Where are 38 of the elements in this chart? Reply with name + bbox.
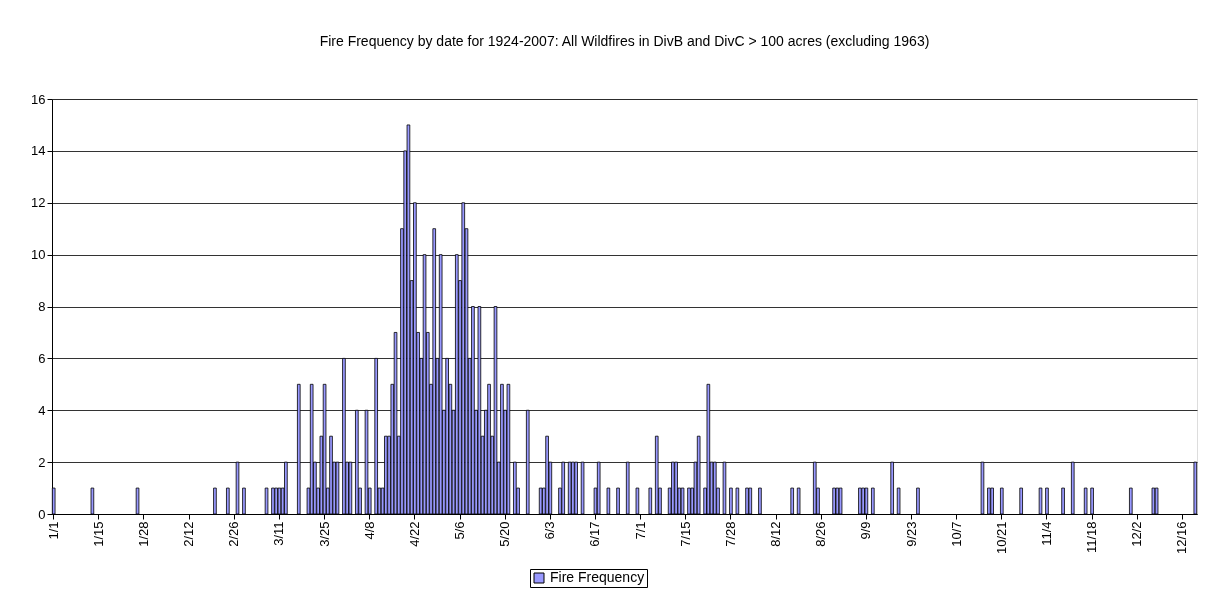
y-tick-label: 14: [31, 143, 46, 159]
x-tick-label: 12/16: [1174, 521, 1190, 555]
x-tick-label: 5/20: [497, 521, 513, 547]
x-tick-label: 7/28: [722, 521, 738, 547]
x-tick-label: 9/23: [903, 521, 919, 547]
x-tick-label: 10/7: [948, 521, 964, 547]
y-tick-label: 2: [38, 454, 46, 470]
y-tick-label: 16: [31, 91, 46, 107]
legend-label: Fire Frequency: [550, 569, 645, 585]
x-tick-label: 3/11: [271, 521, 287, 546]
x-tick-label: 1/1: [45, 521, 61, 540]
x-tick-label: 2/12: [181, 521, 197, 547]
y-tick-label: 10: [31, 247, 46, 263]
y-tick-label: 0: [38, 506, 46, 522]
y-tick-label: 8: [38, 299, 46, 314]
x-tick-label: 5/6: [452, 521, 468, 540]
x-tick-label: 1/28: [135, 521, 151, 547]
y-tick-label: 12: [31, 195, 46, 211]
x-tick-label: 11/4: [1038, 521, 1054, 546]
x-tick-label: 9/9: [858, 521, 874, 540]
x-tick-label: 2/26: [226, 521, 242, 547]
x-tick-label: 11/18: [1084, 521, 1100, 554]
x-tick-label: 4/8: [361, 521, 377, 540]
x-tick-label: 3/25: [316, 521, 332, 547]
y-tick-label: 4: [38, 402, 46, 418]
x-tick-label: 10/21: [993, 521, 1009, 555]
bar: [835, 487, 840, 515]
x-tick-label: 7/1: [632, 521, 648, 540]
x-tick-label: 1/15: [90, 521, 106, 547]
x-tick-label: 6/17: [587, 521, 603, 547]
x-tick-label: 8/12: [768, 521, 784, 547]
x-tick-label: 6/3: [542, 521, 558, 540]
x-tick-label: 4/22: [406, 521, 422, 547]
x-tick-label: 8/26: [813, 521, 829, 547]
x-tick-label: 7/15: [677, 521, 693, 547]
y-tick-label: 6: [38, 350, 46, 366]
x-tick-label: 12/2: [1129, 521, 1145, 547]
chart-title: Fire Frequency by date for 1924-2007: All Wildfires in DivB and DivC > 100 acres (excluding 1963): [319, 33, 930, 49]
